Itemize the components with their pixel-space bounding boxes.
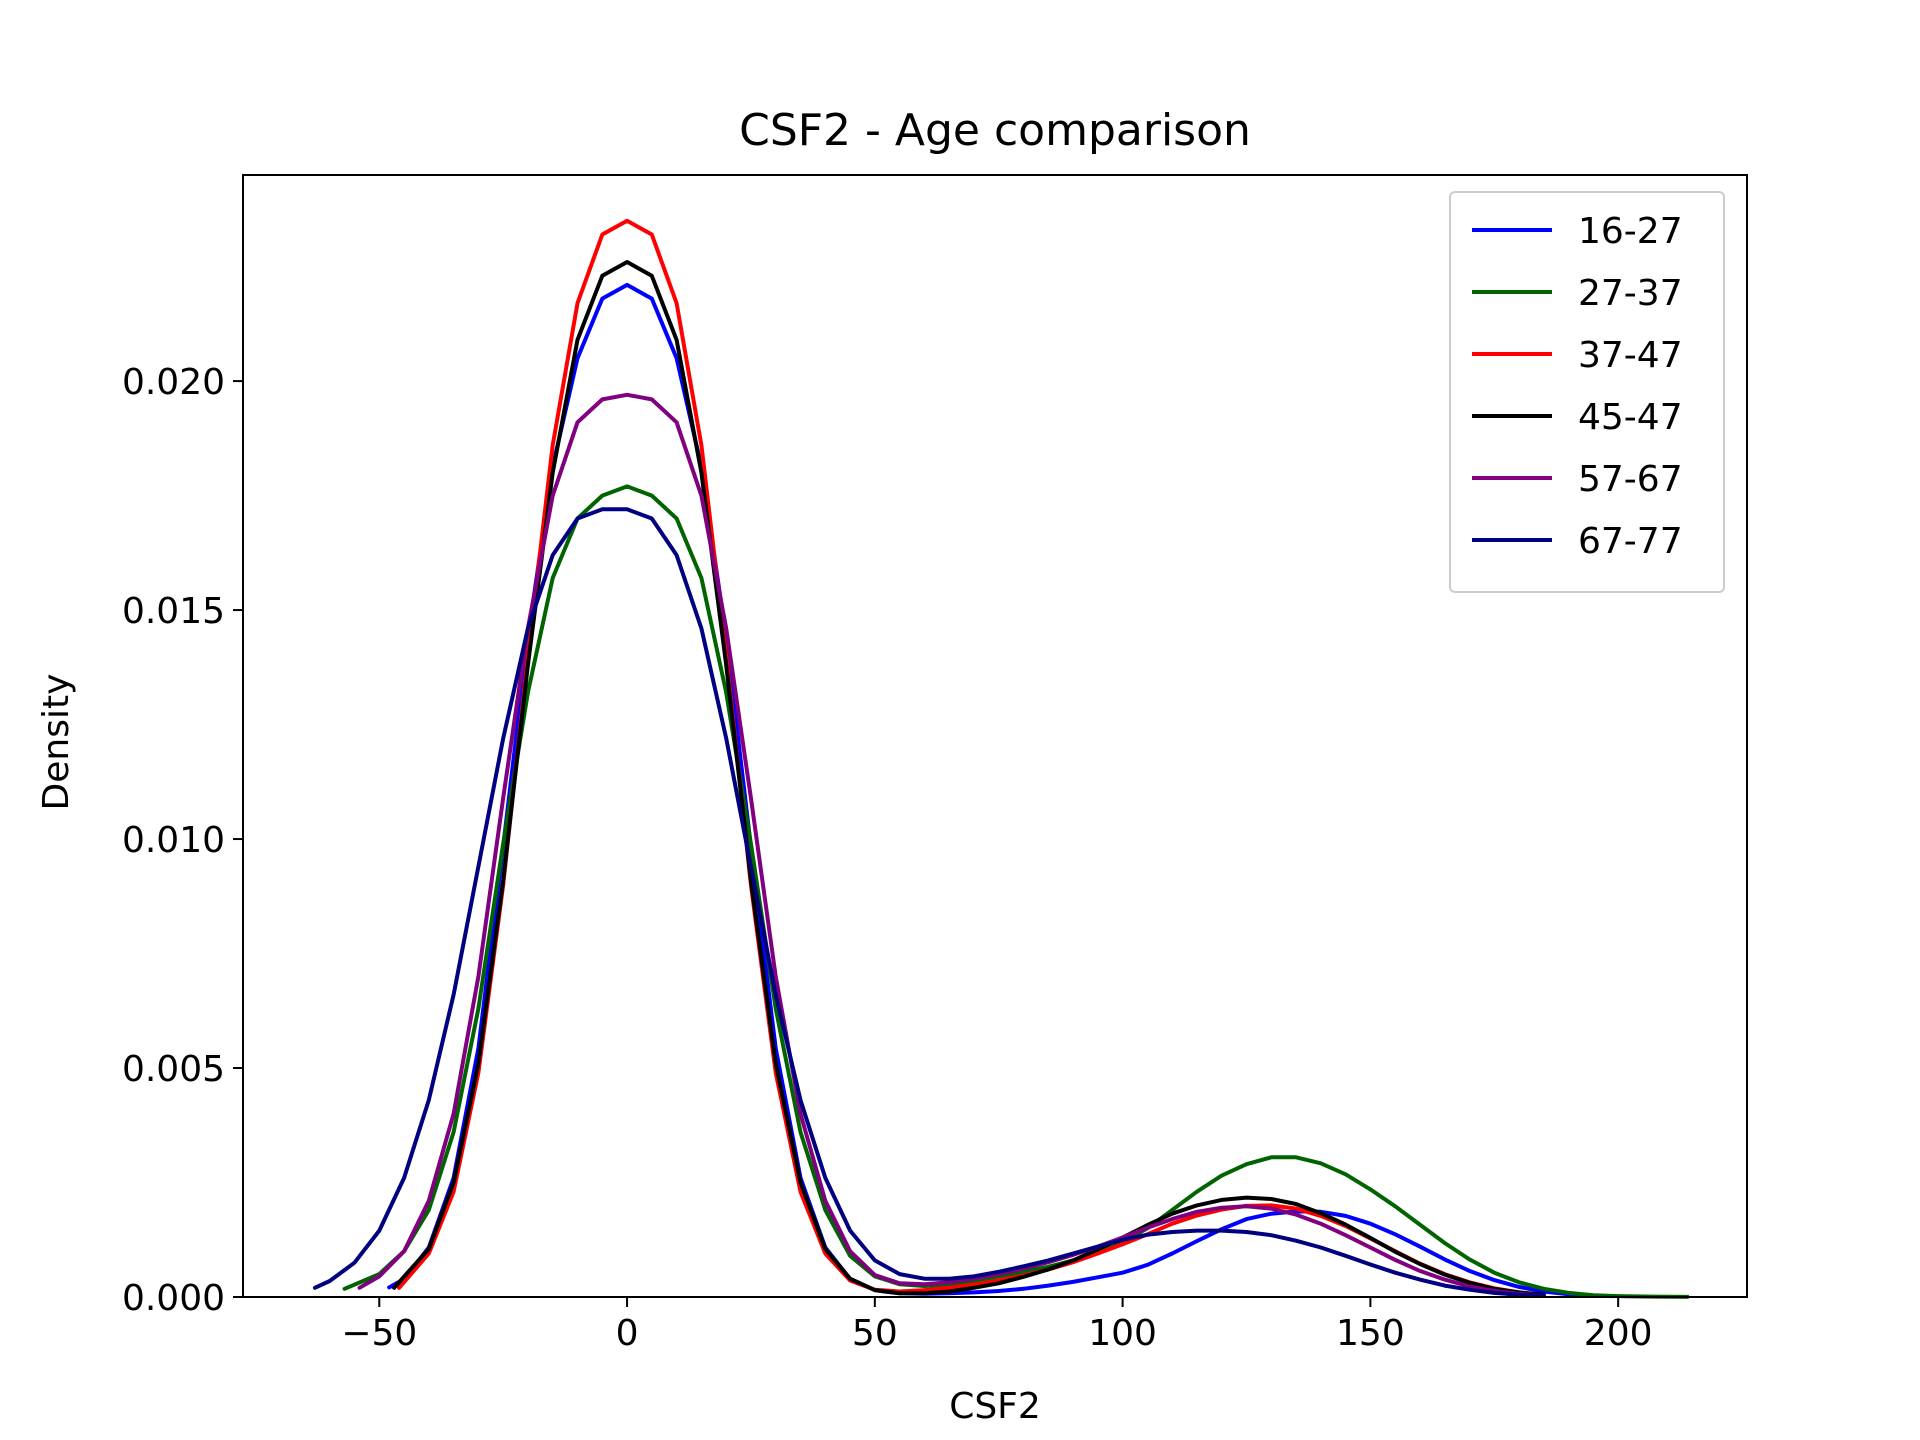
- legend: 16-27 27-37 37-47 45-47 57-67 67-77: [1449, 191, 1725, 593]
- y-axis-label: Density: [36, 674, 77, 811]
- legend-label-45-47: 45-47: [1578, 397, 1683, 438]
- x-axis-label: CSF2: [949, 1386, 1041, 1427]
- y-tick-label: 0.000: [122, 1278, 225, 1319]
- x-tick-label: 0: [616, 1313, 639, 1354]
- series-line-57-67: [357, 392, 1546, 1298]
- plot-frame: [242, 174, 1748, 1298]
- y-tick-label: 0.020: [122, 362, 225, 403]
- y-tick-label: 0.015: [122, 591, 225, 632]
- y-tick-label: 0.010: [122, 820, 225, 861]
- y-tick-label: 0.005: [122, 1049, 225, 1090]
- chart-title: CSF2 - Age comparison: [739, 105, 1251, 156]
- x-tick-label: 200: [1584, 1313, 1653, 1354]
- legend-label-67-77: 67-77: [1578, 521, 1683, 562]
- x-tick-label: 100: [1088, 1313, 1157, 1354]
- series-line-67-77: [312, 507, 1546, 1298]
- x-axis: −50 0 50 100 150 200: [341, 1297, 1653, 1354]
- series-line-16-27: [387, 282, 1616, 1299]
- x-tick-label: 150: [1336, 1313, 1405, 1354]
- legend-label-16-27: 16-27: [1578, 211, 1683, 252]
- y-axis: 0.000 0.005 0.010 0.015 0.020: [122, 362, 243, 1319]
- x-tick-label: −50: [341, 1313, 417, 1354]
- legend-label-27-37: 27-37: [1578, 273, 1683, 314]
- series-line-45-47: [392, 260, 1546, 1297]
- x-tick-label: 50: [852, 1313, 898, 1354]
- legend-label-37-47: 37-47: [1578, 335, 1683, 376]
- series-curves: [312, 218, 1690, 1299]
- legend-label-57-67: 57-67: [1578, 459, 1683, 500]
